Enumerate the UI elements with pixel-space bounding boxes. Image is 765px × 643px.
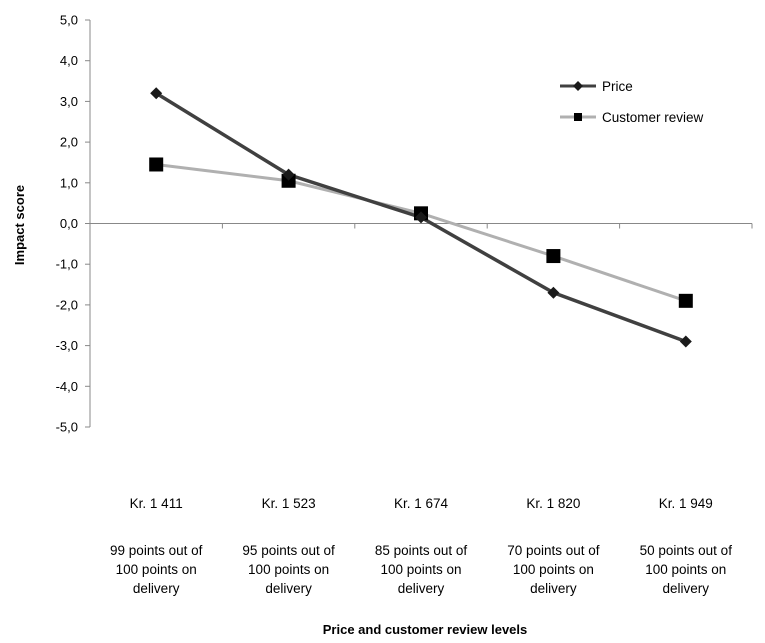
category-label: Kr. 1 523 95 points out of 100 points on de…	[242, 496, 335, 596]
category-labels: Kr. 1 411 99 points out of 100 points on de…	[110, 496, 732, 596]
x-axis	[89, 223, 753, 229]
price-level-label: Kr. 1 411	[130, 496, 183, 511]
series-line	[156, 162, 687, 303]
legend: Price Customer review	[560, 79, 704, 125]
diamond-marker	[415, 211, 427, 224]
review-level-label: 100 points on	[513, 562, 594, 577]
price-level-label: Kr. 1 674	[394, 496, 449, 511]
square-marker	[678, 293, 693, 308]
review-level-label: 50 points out of	[640, 543, 733, 558]
review-level-label: 70 points out of	[507, 543, 600, 558]
review-level-label: delivery	[530, 581, 577, 596]
y-tick-label: -3,0	[56, 338, 78, 353]
review-level-label: 100 points on	[116, 562, 197, 577]
y-tick-label: 1,0	[60, 175, 78, 190]
y-tick-label: -1,0	[56, 257, 78, 272]
y-tick-label: 4,0	[60, 53, 78, 68]
y-tick-label: -4,0	[56, 379, 78, 394]
y-tick-label: 5,0	[60, 13, 78, 28]
square-marker	[281, 173, 296, 188]
series-customer-review	[156, 162, 687, 303]
diamond-marker	[679, 335, 692, 348]
review-level-label: 95 points out of	[242, 543, 335, 558]
review-level-label: delivery	[265, 581, 312, 596]
category-label: Kr. 1 411 99 points out of 100 points on de…	[110, 496, 203, 596]
review-level-label: 100 points on	[380, 562, 461, 577]
legend-item: Customer review	[560, 110, 704, 125]
y-axis: 5,0 4,0 3,0 2,0 1,0 0,0 -1,0 -2,0 -3,0 -4,0 -5,0	[56, 13, 91, 435]
square-marker	[574, 113, 582, 121]
y-tick-label: -2,0	[56, 297, 78, 312]
category-label: Kr. 1 674 85 points out of 100 points on de…	[375, 496, 468, 596]
diamond-marker	[573, 81, 583, 91]
review-level-label: delivery	[133, 581, 180, 596]
y-tick-label: 0,0	[60, 216, 78, 231]
category-label: Kr. 1 949 50 points out of 100 points on de…	[640, 496, 733, 596]
review-level-label: 100 points on	[645, 562, 726, 577]
diamond-marker	[282, 168, 295, 181]
y-tick-label: 2,0	[60, 135, 78, 150]
y-axis-title: Impact score	[12, 185, 27, 265]
price-level-label: Kr. 1 949	[659, 496, 713, 511]
diamond-marker	[150, 87, 163, 100]
review-level-label: 99 points out of	[110, 543, 203, 558]
legend-item: Price	[560, 79, 633, 94]
category-label: Kr. 1 820 70 points out of 100 points on de…	[507, 496, 600, 596]
review-level-label: 85 points out of	[375, 543, 468, 558]
price-level-label: Kr. 1 523	[262, 496, 316, 511]
y-tick-label: -5,0	[56, 420, 78, 435]
y-tick-label: 3,0	[60, 94, 78, 109]
review-level-label: 100 points on	[248, 562, 329, 577]
legend-label: Price	[602, 79, 633, 94]
review-level-label: delivery	[663, 581, 710, 596]
diamond-marker	[547, 286, 560, 299]
price-level-label: Kr. 1 820	[526, 496, 580, 511]
legend-label: Customer review	[602, 110, 704, 125]
square-marker	[149, 157, 164, 172]
x-axis-title: Price and customer review levels	[323, 622, 528, 637]
series-layer	[149, 87, 693, 348]
square-marker	[546, 249, 561, 264]
review-level-label: delivery	[398, 581, 445, 596]
